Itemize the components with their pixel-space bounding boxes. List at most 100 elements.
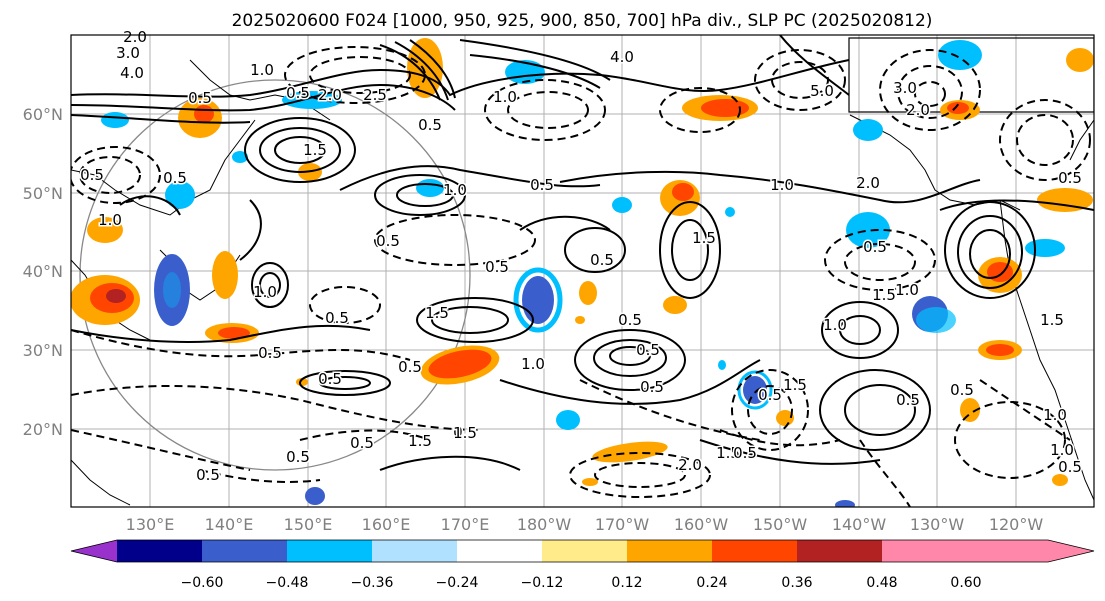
colorbar-segment — [117, 540, 202, 562]
contour-label: 1.0 — [493, 88, 517, 106]
colorbar-segment — [287, 540, 372, 562]
shade-patch — [194, 105, 214, 123]
colorbar-tick: −0.60 — [181, 575, 224, 591]
lat-label: 40°N — [23, 262, 63, 281]
lat-label: 20°N — [23, 420, 63, 439]
contour-label: 0.5 — [950, 381, 974, 399]
contour-label: 0.5 — [758, 386, 782, 404]
contour-label: 0.5 — [188, 89, 212, 107]
shade-patch — [163, 272, 181, 308]
shade-patch — [701, 99, 749, 117]
shade-patch — [725, 207, 735, 217]
contour-label: 2.0 — [856, 174, 880, 192]
colorbar-tick: −0.36 — [351, 575, 394, 591]
shade-patch — [1066, 48, 1094, 72]
shade-patch — [853, 119, 883, 141]
contour-label: 1.0 — [98, 211, 122, 229]
shade-patch — [416, 179, 444, 197]
shade-patch — [986, 344, 1014, 356]
shade-patch — [1052, 474, 1068, 486]
map-frame — [70, 34, 1095, 508]
contour-label: 0.5 — [590, 251, 614, 269]
contour-label: 1.0 — [1043, 406, 1067, 424]
contour-label: 1.0 — [521, 355, 545, 373]
contour-label: 1.5 — [425, 304, 449, 322]
chart-title: 2025020600 F024 [1000, 950, 925, 900, 85… — [232, 11, 933, 31]
contour-label: 0.5 — [863, 238, 887, 256]
contour-label: 4.0 — [120, 64, 144, 82]
contour-label: 0.5 — [398, 358, 422, 376]
colorbar-tick: 0.60 — [950, 575, 981, 591]
contour-label: 2.5 — [363, 86, 387, 104]
lon-label: 130°E — [126, 515, 175, 534]
shade-patch — [296, 378, 308, 386]
contour-label: 1.0 — [770, 176, 794, 194]
shade-patch — [154, 254, 190, 326]
contour-label: 4.0 — [610, 48, 634, 66]
colorbar-segment — [457, 540, 542, 562]
shade-patch — [575, 316, 585, 324]
contour-label: 3.0 — [116, 44, 140, 62]
contour-label: 0.5 — [163, 169, 187, 187]
shade-patch — [846, 212, 890, 248]
contour-label: 1.0 — [253, 283, 277, 301]
shade-patch — [87, 217, 123, 243]
shade-patch — [916, 307, 956, 333]
contour-label: 0.5 — [636, 341, 660, 359]
shade-patch — [556, 410, 580, 430]
shade-patch — [592, 441, 668, 463]
shade-patch — [663, 296, 687, 314]
colorbar-ticks: −0.60 −0.48 −0.36 −0.24 −0.12 0.12 0.24 … — [181, 575, 982, 591]
contour-label: 1.0 — [895, 281, 919, 299]
shade-patch — [776, 410, 794, 426]
shade-patch — [428, 349, 492, 379]
shade-patch — [305, 487, 325, 505]
contour-label: 1.5 — [783, 376, 807, 394]
contour-label: 0.5 — [485, 258, 509, 276]
lat-label: 30°N — [23, 341, 63, 360]
colorbar-tick: −0.24 — [436, 575, 479, 591]
range-circle — [79, 79, 471, 471]
contour-label: 0.5 — [80, 166, 104, 184]
contour-label: 0.5 — [350, 434, 374, 452]
lon-label: 140°W — [832, 515, 887, 534]
shade-patch — [407, 38, 443, 98]
colorbar-segment — [202, 540, 287, 562]
lon-label: 120°W — [989, 515, 1044, 534]
shade-patch — [987, 262, 1013, 282]
lon-label: 160°W — [674, 515, 729, 534]
contour-label: 5.0 — [810, 82, 834, 100]
shade-patch — [232, 151, 248, 163]
lon-label: 130°W — [910, 515, 965, 534]
divergence-shading — [71, 38, 1094, 507]
shade-patch — [282, 91, 342, 109]
shade-patch — [835, 500, 855, 507]
shade-patch — [672, 183, 694, 201]
colorbar-outline — [70, 539, 1095, 563]
contour-label: 1.0 — [823, 316, 847, 334]
shade-patch — [938, 40, 982, 70]
shade-patch — [737, 370, 773, 410]
contour-label: 0.5 — [530, 176, 554, 194]
lon-label: 150°E — [284, 515, 333, 534]
contour-label: 0.5 — [733, 444, 757, 462]
longitude-labels: 130°E 140°E 150°E 160°E 170°E 180°W 170°… — [126, 515, 1044, 534]
shade-patch — [947, 102, 969, 114]
contour-label: 2.0 — [906, 101, 930, 119]
shade-patch — [522, 276, 554, 324]
contour-label: 0.5 — [258, 344, 282, 362]
lon-label: 150°W — [753, 515, 808, 534]
shade-patch — [513, 267, 563, 333]
colorbar: −0.60 −0.48 −0.36 −0.24 −0.12 0.12 0.24 … — [70, 539, 1095, 591]
contour-label: 1.5 — [453, 424, 477, 442]
contour-label: 0.5 — [1058, 458, 1082, 476]
contour-label: 0.5 — [1058, 169, 1082, 187]
contour-label: 0.5 — [418, 116, 442, 134]
shade-patch — [218, 327, 250, 339]
shade-patch — [612, 197, 632, 213]
lon-label: 160°E — [362, 515, 411, 534]
contour-label: 1.5 — [716, 444, 740, 462]
lat-label: 60°N — [23, 105, 63, 124]
shade-patch — [101, 112, 129, 128]
shade-patch — [579, 281, 597, 305]
